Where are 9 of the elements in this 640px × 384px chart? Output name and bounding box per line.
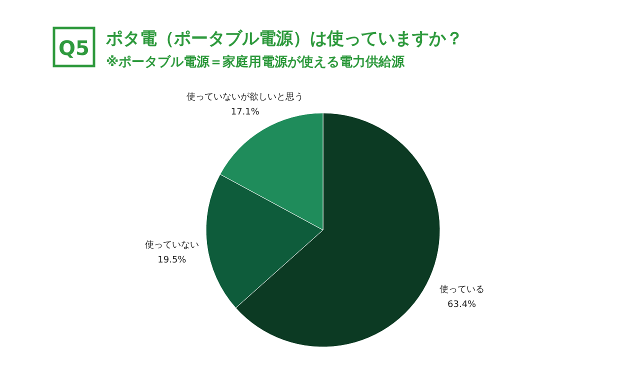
data-label: 17.1% — [230, 107, 260, 118]
slice-label: 使っていない — [144, 240, 199, 251]
slice-label: 使っている — [439, 284, 484, 296]
chart-subtitle: ※ポータブル電源＝家庭用電源が使える電力供給源 — [106, 54, 406, 70]
slice-label: 使っていないが欲しいと思う — [186, 91, 304, 102]
data-label: 63.4% — [448, 300, 477, 310]
text: Q5 — [58, 36, 90, 60]
data-label: 19.5% — [158, 256, 187, 266]
chart-title: ポタ電（ポータブル電源）は使っていますか？ — [105, 29, 463, 49]
